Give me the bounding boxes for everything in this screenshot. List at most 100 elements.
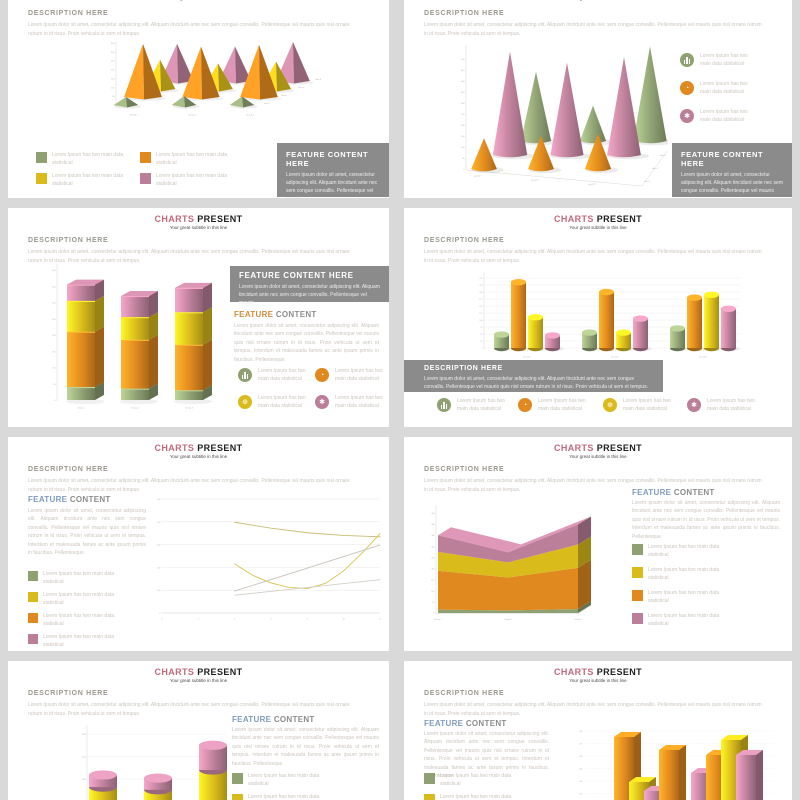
feature-text: Lorem ipsum dolor sit amet, consectetur …	[234, 323, 379, 363]
pink-swatch-icon	[140, 173, 151, 184]
slide-title: CHARTS PRESENT	[154, 214, 243, 224]
svg-text:Group 3: Group 3	[185, 407, 194, 410]
svg-text:150: 150	[431, 580, 434, 582]
description-heading: DESCRIPTION HERE	[28, 10, 109, 17]
svg-text:75: 75	[480, 327, 482, 329]
svg-text:100: 100	[52, 368, 56, 370]
svg-text:250: 250	[82, 757, 86, 759]
svg-text:100: 100	[461, 147, 465, 149]
svg-text:100: 100	[157, 590, 161, 592]
legend-item: Lorem Ipsum has two main data statistica…	[424, 794, 518, 800]
svg-text:350: 350	[461, 92, 465, 94]
gear-icon: ✱	[687, 398, 701, 412]
feature-content-box: FEATURE CONTENT HERE Lorem ipsum dolor s…	[672, 143, 792, 197]
description-block: DESCRIPTION HERE Lorem ipsum dolor sit a…	[28, 690, 363, 718]
legend-item: Lorem Ipsum has two main data statistica…	[632, 613, 726, 629]
legend-item: Lorem Ipsum has two main data statistica…	[140, 152, 234, 168]
svg-text:225: 225	[479, 285, 482, 287]
slide-subtitle: Your great subtitle in this line	[569, 225, 627, 230]
legend-item: Lorem Ipsum has two main data statistica…	[28, 571, 121, 587]
legend-item: Lorem Ipsum has two main data statistica…	[28, 592, 121, 608]
svg-text:400: 400	[52, 270, 56, 272]
description-block: DESCRIPTION HERE Lorem ipsum dolor sit a…	[424, 237, 766, 265]
svg-text:400: 400	[461, 81, 465, 83]
svg-text:200: 200	[461, 125, 465, 127]
legend-item: Lorem Ipsum has two main data statistica…	[424, 773, 518, 789]
slide-1-pyramid-chart[interactable]: CHARTS PRESENT Your great subtitle in th…	[8, 0, 389, 198]
slide-7-stacked-cylinder-chart[interactable]: CHARTS PRESENT Your great subtitle in th…	[8, 661, 389, 800]
gear-icon: ✱	[315, 395, 329, 409]
slide-3-stacked-bar-chart[interactable]: CHARTS PRESENT Your great subtitle in th…	[8, 208, 389, 427]
slide-5-line-chart[interactable]: CHARTS PRESENT Your great subtitle in th…	[8, 437, 389, 651]
description-text: Lorem ipsum dolor sit amet, consectetur …	[424, 22, 762, 37]
svg-text:400: 400	[157, 522, 161, 524]
description-banner: DESCRIPTION HERE Lorem ipsum dolor sit a…	[404, 360, 663, 392]
line-chart: 0 100 200 300 400 500 0 2 4 6 8 10 12	[157, 498, 382, 621]
svg-text:275: 275	[579, 744, 583, 746]
slide-subtitle: Your great subtitle in this line	[169, 225, 228, 230]
feature-heading: FEATURE CONTENT	[232, 715, 315, 724]
legend-item: Lorem Ipsum has two main data statistica…	[632, 544, 726, 560]
yellow-swatch-icon	[232, 794, 243, 800]
description-block: DESCRIPTION HERE Lorem ipsum dolor sit a…	[424, 10, 766, 38]
svg-text:2: 2	[198, 619, 200, 621]
feature-box-heading: FEATURE CONTENT HERE	[239, 271, 354, 280]
svg-text:Group 2: Group 2	[531, 178, 540, 182]
svg-text:150: 150	[461, 136, 465, 138]
stacked-bar-3d-chart: 0 50 100 150 200 250 300 350 400 Group 1 Group 2 Gr…	[52, 264, 213, 410]
svg-text:450: 450	[431, 513, 434, 515]
cylinder-3d-chart: 0 25 50 75 100 125 150 175 200 225 250 Group 1 Group…	[479, 272, 740, 359]
pink-swatch-icon	[28, 634, 38, 644]
svg-text:175: 175	[479, 299, 482, 301]
svg-text:25: 25	[480, 341, 482, 343]
slide-6-area-chart[interactable]: CHARTS PRESENT Your great subtitle in th…	[404, 437, 792, 651]
svg-text:500: 500	[157, 499, 161, 501]
legend-item: Lorem Ipsum has two main data statistica…	[632, 567, 726, 583]
slide-subtitle: Your great subtitle in this line	[169, 678, 228, 683]
legend-item: Lorem Ipsum has two main data statistica…	[437, 398, 512, 414]
legend-item: Lorem Ipsum has two main data statistica…	[140, 173, 234, 189]
svg-text:300: 300	[111, 52, 115, 54]
legend-item: ⊕ Lorem Ipsum has two main data statisti…	[238, 395, 318, 411]
svg-text:Group 3: Group 3	[574, 618, 582, 621]
slide-8-bar-chart[interactable]: CHARTS PRESENT Your great subtitle in th…	[404, 661, 792, 800]
svg-text:300: 300	[52, 303, 56, 305]
svg-text:200: 200	[157, 567, 161, 569]
svg-text:4: 4	[234, 619, 236, 621]
svg-text:Group 1: Group 1	[434, 618, 442, 621]
svg-text:Group 2: Group 2	[188, 114, 197, 117]
svg-text:0: 0	[159, 613, 161, 615]
legend-item: Lorem Ipsum has two main data statistica…	[28, 613, 121, 629]
slide-subtitle: Your great subtitle in this line	[169, 454, 228, 459]
svg-text:200: 200	[431, 569, 434, 571]
feature-box-heading: FEATURE CONTENT HERE	[681, 150, 764, 168]
description-text: Lorem ipsum dolor sit amet, consectetur …	[28, 702, 350, 717]
slide-4-cylinder-chart[interactable]: CHARTS PRESENT Your great subtitle in th…	[404, 208, 792, 427]
svg-text:150: 150	[111, 78, 115, 80]
svg-text:500: 500	[461, 59, 465, 61]
svg-text:200: 200	[111, 70, 115, 72]
slide-2-cone-chart[interactable]: CHARTS PRESENT Your great subtitle in th…	[404, 0, 792, 198]
description-block: DESCRIPTION HERE Lorem ipsum dolor sit a…	[424, 690, 766, 718]
svg-text:Group 2: Group 2	[611, 356, 620, 359]
green-swatch-icon	[28, 571, 38, 581]
description-block: DESCRIPTION HERE Lorem ipsum dolor sit a…	[28, 466, 363, 494]
svg-text:350: 350	[111, 43, 115, 45]
svg-text:175: 175	[579, 794, 583, 796]
description-block: DESCRIPTION HERE Lorem ipsum dolor sit a…	[28, 237, 363, 265]
svg-text:Data 1: Data 1	[644, 180, 651, 183]
feature-text: Lorem ipsum dolor sit amet, consectetur …	[632, 500, 780, 540]
yellow-swatch-icon	[632, 567, 643, 578]
green-swatch-icon	[36, 152, 47, 163]
legend-item: Lorem Ipsum has two main data statistica…	[28, 634, 121, 650]
description-heading: DESCRIPTION HERE	[424, 690, 505, 697]
gear-icon: ✱	[680, 109, 694, 123]
slide-subtitle: Your great subtitle in this line	[8, 0, 389, 1]
svg-text:450: 450	[461, 70, 465, 72]
svg-text:50: 50	[432, 602, 434, 604]
pink-swatch-icon	[632, 613, 643, 624]
yellow-swatch-icon	[28, 592, 38, 602]
legend-item: Lorem Ipsum has two main data statistica…	[36, 152, 130, 168]
description-heading: DESCRIPTION HERE	[28, 237, 109, 244]
